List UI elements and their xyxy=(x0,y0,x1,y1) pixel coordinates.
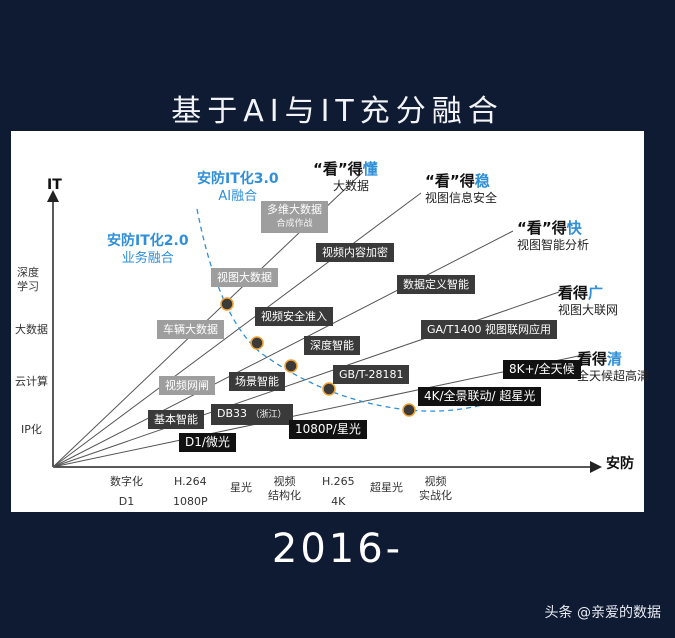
label-deep-intelligence: 深度智能 xyxy=(304,336,360,355)
label-multidim-big-data: 多维大数据 合成作战 xyxy=(261,201,328,233)
y-axis-title: IT xyxy=(47,177,62,193)
trend-line-clear xyxy=(52,354,584,468)
x-level-starlight: 星光 xyxy=(230,481,252,494)
generation-2-heading: 安防IT化2.0 业务融合 xyxy=(107,233,189,266)
y-level-deep-learning: 深度 学习 xyxy=(17,266,39,293)
y-level-big-data: 大数据 xyxy=(15,323,48,336)
x-level-h264: H.264 1080P xyxy=(173,475,208,508)
stage-fast: “看”得快 视图智能分析 xyxy=(517,219,590,253)
label-d1-lowlight: D1/微光 xyxy=(179,433,236,452)
label-gat1400: GA/T1400 视图联网应用 xyxy=(421,320,557,339)
y-level-cloud: 云计算 xyxy=(15,375,48,388)
stage-clear: 看得清 全天候超高清 xyxy=(577,350,650,384)
label-scene-intelligence: 场景智能 xyxy=(229,372,285,391)
x-level-structured: 视频 结构化 xyxy=(268,475,301,502)
label-basic-intelligence: 基本智能 xyxy=(148,410,204,429)
x-level-h265: H.265 4K xyxy=(322,475,355,508)
milestone-dot xyxy=(250,336,264,350)
source-credit: 头条 @亲爱的数据 xyxy=(544,605,661,621)
y-level-ip: IP化 xyxy=(21,423,42,436)
x-level-super-starlight: 超星光 xyxy=(370,481,403,494)
label-vehicle-big-data: 车辆大数据 xyxy=(157,320,224,339)
milestone-dot xyxy=(284,359,298,373)
x-level-practical: 视频 实战化 xyxy=(419,475,452,502)
headline: 基于AI与IT充分融合 xyxy=(171,94,504,129)
label-image-big-data: 视图大数据 xyxy=(211,268,278,287)
label-data-defined-ai: 数据定义智能 xyxy=(397,275,475,294)
evolution-diagram-panel: IT 安防 深度 学习 大数据 云计算 IP化 数字化 D1 H.264 1080P … xyxy=(11,131,649,512)
label-video-encryption: 视频内容加密 xyxy=(316,243,394,262)
label-1080p-starlight: 1080P/星光 xyxy=(289,420,367,439)
stage-wide: 看得广 视图大联网 xyxy=(558,284,619,318)
x-level-digital: 数字化 D1 xyxy=(110,475,143,508)
label-video-security-access: 视频安全准入 xyxy=(255,307,333,326)
diagram-lines xyxy=(47,171,602,473)
trend-line-fast xyxy=(52,230,514,468)
generation-3-heading: 安防IT化3.0 AI融合 xyxy=(197,171,279,204)
stage-stable: “看”得稳 视图信息安全 xyxy=(425,172,498,206)
label-video-gateway: 视频网闸 xyxy=(159,376,215,395)
milestone-dot xyxy=(220,297,234,311)
milestone-dot xyxy=(402,403,416,417)
label-gbt28181: GB/T-28181 xyxy=(333,365,410,384)
trend-line-stable xyxy=(52,192,422,468)
label-4k-panorama: 4K/全景联动/ 超星光 xyxy=(418,387,542,406)
stage-understand: “看”得懂 大数据 xyxy=(313,160,378,194)
year-caption: 2016- xyxy=(271,526,404,572)
milestone-dot xyxy=(322,382,336,396)
x-axis-title: 安防 xyxy=(606,456,634,472)
label-8k-all-weather: 8K+/全天候 xyxy=(503,360,581,379)
label-db33: DB33 （浙江） xyxy=(211,404,293,425)
generation-boundary-curve xyxy=(196,208,520,412)
